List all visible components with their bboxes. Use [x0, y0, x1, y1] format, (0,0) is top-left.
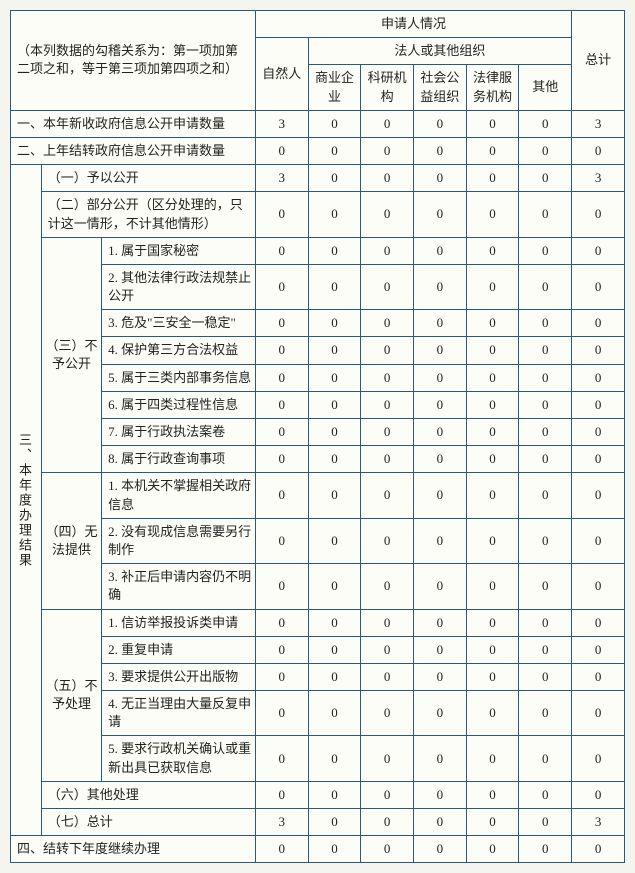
r5-label: 1. 属于国家秘密	[102, 237, 256, 264]
row-22: （七）总计3000003	[11, 809, 625, 836]
row-7: 3. 危及"三安全一稳定"0000000	[11, 310, 625, 337]
row-13: （四）无法提供 1. 本机关不掌握相关政府信息 0000000	[11, 473, 625, 518]
hdr-c4: 法律服务机构	[466, 65, 519, 110]
row-20: 5. 要求行政机关确认或重新出具已获取信息0000000	[11, 736, 625, 781]
header-row-1: （本列数据的勾稽关系为：第一项加第二项之和，等于第三项加第四项之和） 申请人情况…	[11, 11, 625, 38]
hdr-legal: 法人或其他组织	[308, 38, 572, 65]
row-2: 二、上年结转政府信息公开申请数量 0000000	[11, 137, 625, 164]
g3-label: （三）不予公开	[41, 237, 101, 473]
hdr-c3: 社会公益组织	[414, 65, 467, 110]
hdr-applicant: 申请人情况	[255, 11, 571, 38]
r1-v3: 0	[414, 110, 467, 137]
r1-v6: 3	[572, 110, 625, 137]
row-9: 5. 属于三类内部事务信息0000000	[11, 364, 625, 391]
r1-v0: 3	[255, 110, 308, 137]
row-8: 4. 保护第三方合法权益0000000	[11, 337, 625, 364]
r2-label: 二、上年结转政府信息公开申请数量	[11, 137, 256, 164]
hdr-c5: 其他	[519, 65, 572, 110]
row-15: 3. 补正后申请内容仍不明确0000000	[11, 564, 625, 609]
hdr-c2: 科研机构	[361, 65, 414, 110]
hdr-total: 总计	[572, 11, 625, 111]
row-23: 四、结转下年度继续办理0000000	[11, 836, 625, 863]
row-5: （三）不予公开 1. 属于国家秘密 0000000	[11, 237, 625, 264]
row-10: 6. 属于四类过程性信息0000000	[11, 391, 625, 418]
note-cell: （本列数据的勾稽关系为：第一项加第二项之和，等于第三项加第四项之和）	[11, 11, 256, 111]
hdr-natural: 自然人	[255, 38, 308, 111]
sec3-label: 三、本年度办理结果	[11, 165, 42, 836]
row-6: 2. 其他法律行政法规禁止公开0000000	[11, 264, 625, 309]
row-14: 2. 没有现成信息需要另行制作0000000	[11, 518, 625, 563]
g5-label: （五）不予处理	[41, 609, 101, 781]
row-11: 7. 属于行政执法案卷0000000	[11, 419, 625, 446]
row-21: （六）其他处理0000000	[11, 781, 625, 808]
disclosure-table: （本列数据的勾稽关系为：第一项加第二项之和，等于第三项加第四项之和） 申请人情况…	[10, 10, 625, 863]
row-19: 4. 无正当理由大量反复申请0000000	[11, 691, 625, 736]
r1-v5: 0	[519, 110, 572, 137]
r4-label: （二）部分公开（区分处理的，只计这一情形，不计其他情形）	[41, 192, 255, 237]
r1-label: 一、本年新收政府信息公开申请数量	[11, 110, 256, 137]
g4-label: （四）无法提供	[41, 473, 101, 609]
row-12: 8. 属于行政查询事项0000000	[11, 446, 625, 473]
row-17: 2. 重复申请0000000	[11, 636, 625, 663]
r1-v1: 0	[308, 110, 361, 137]
row-16: （五）不予处理 1. 信访举报投诉类申请 0000000	[11, 609, 625, 636]
row-18: 3. 要求提供公开出版物0000000	[11, 663, 625, 690]
hdr-c1: 商业企业	[308, 65, 361, 110]
r3-label: （一）予以公开	[41, 165, 255, 192]
row-1: 一、本年新收政府信息公开申请数量 3 0 0 0 0 0 3	[11, 110, 625, 137]
row-3: 三、本年度办理结果 （一）予以公开 3000003	[11, 165, 625, 192]
r1-v4: 0	[466, 110, 519, 137]
row-4: （二）部分公开（区分处理的，只计这一情形，不计其他情形） 0000000	[11, 192, 625, 237]
r1-v2: 0	[361, 110, 414, 137]
